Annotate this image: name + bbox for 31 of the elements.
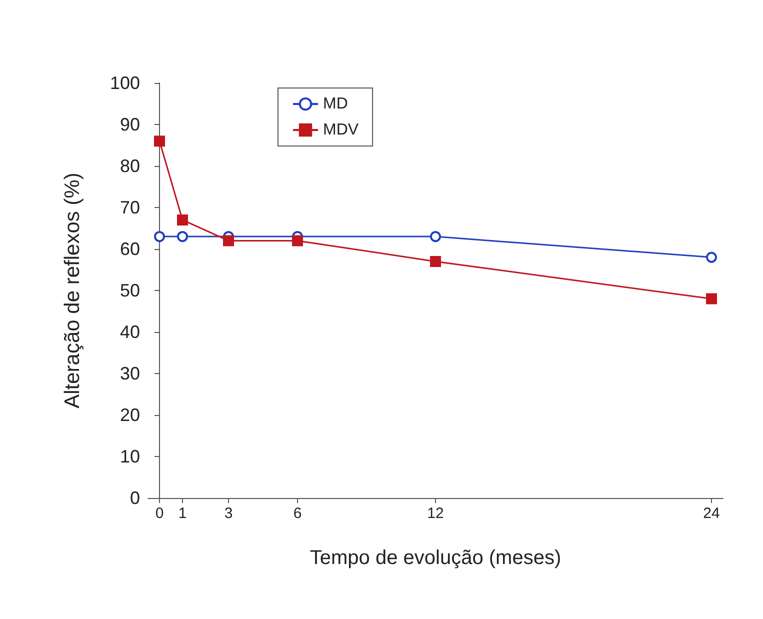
y-tick-label: 80 — [120, 156, 140, 176]
x-tick-label: 1 — [178, 505, 187, 522]
point — [154, 136, 165, 147]
point — [177, 214, 188, 226]
point — [430, 256, 441, 267]
y-tick-label: 50 — [120, 280, 140, 300]
x-axis-title: Tempo de evolução (meses) — [310, 547, 562, 569]
point — [223, 235, 234, 246]
x-tick-label: 6 — [293, 505, 302, 522]
legend-label: MDV — [323, 122, 359, 138]
x-tick-label: 0 — [155, 505, 164, 522]
point — [706, 252, 717, 263]
y-tick-label: 0 — [130, 488, 140, 508]
y-tick-label: 30 — [120, 364, 140, 384]
y-tick-label: 100 — [110, 73, 140, 93]
x-tick-label: 12 — [427, 505, 444, 522]
legend-label: MD — [323, 96, 348, 112]
y-tick-label: 60 — [120, 239, 140, 259]
point — [292, 235, 303, 246]
y-tick-label: 40 — [120, 322, 140, 342]
y-tick-label: 70 — [120, 198, 140, 218]
point — [706, 293, 717, 304]
point — [177, 231, 188, 242]
y-tick-label: 20 — [120, 405, 140, 425]
y-tick-label: 10 — [120, 446, 140, 466]
point — [430, 231, 441, 242]
y-axis-title: Alteração de reflexos (%) — [61, 172, 84, 408]
x-tick-label: 3 — [224, 505, 233, 522]
x-tick-label: 24 — [703, 505, 720, 522]
y-tick-label: 90 — [120, 114, 140, 134]
point — [154, 231, 165, 242]
